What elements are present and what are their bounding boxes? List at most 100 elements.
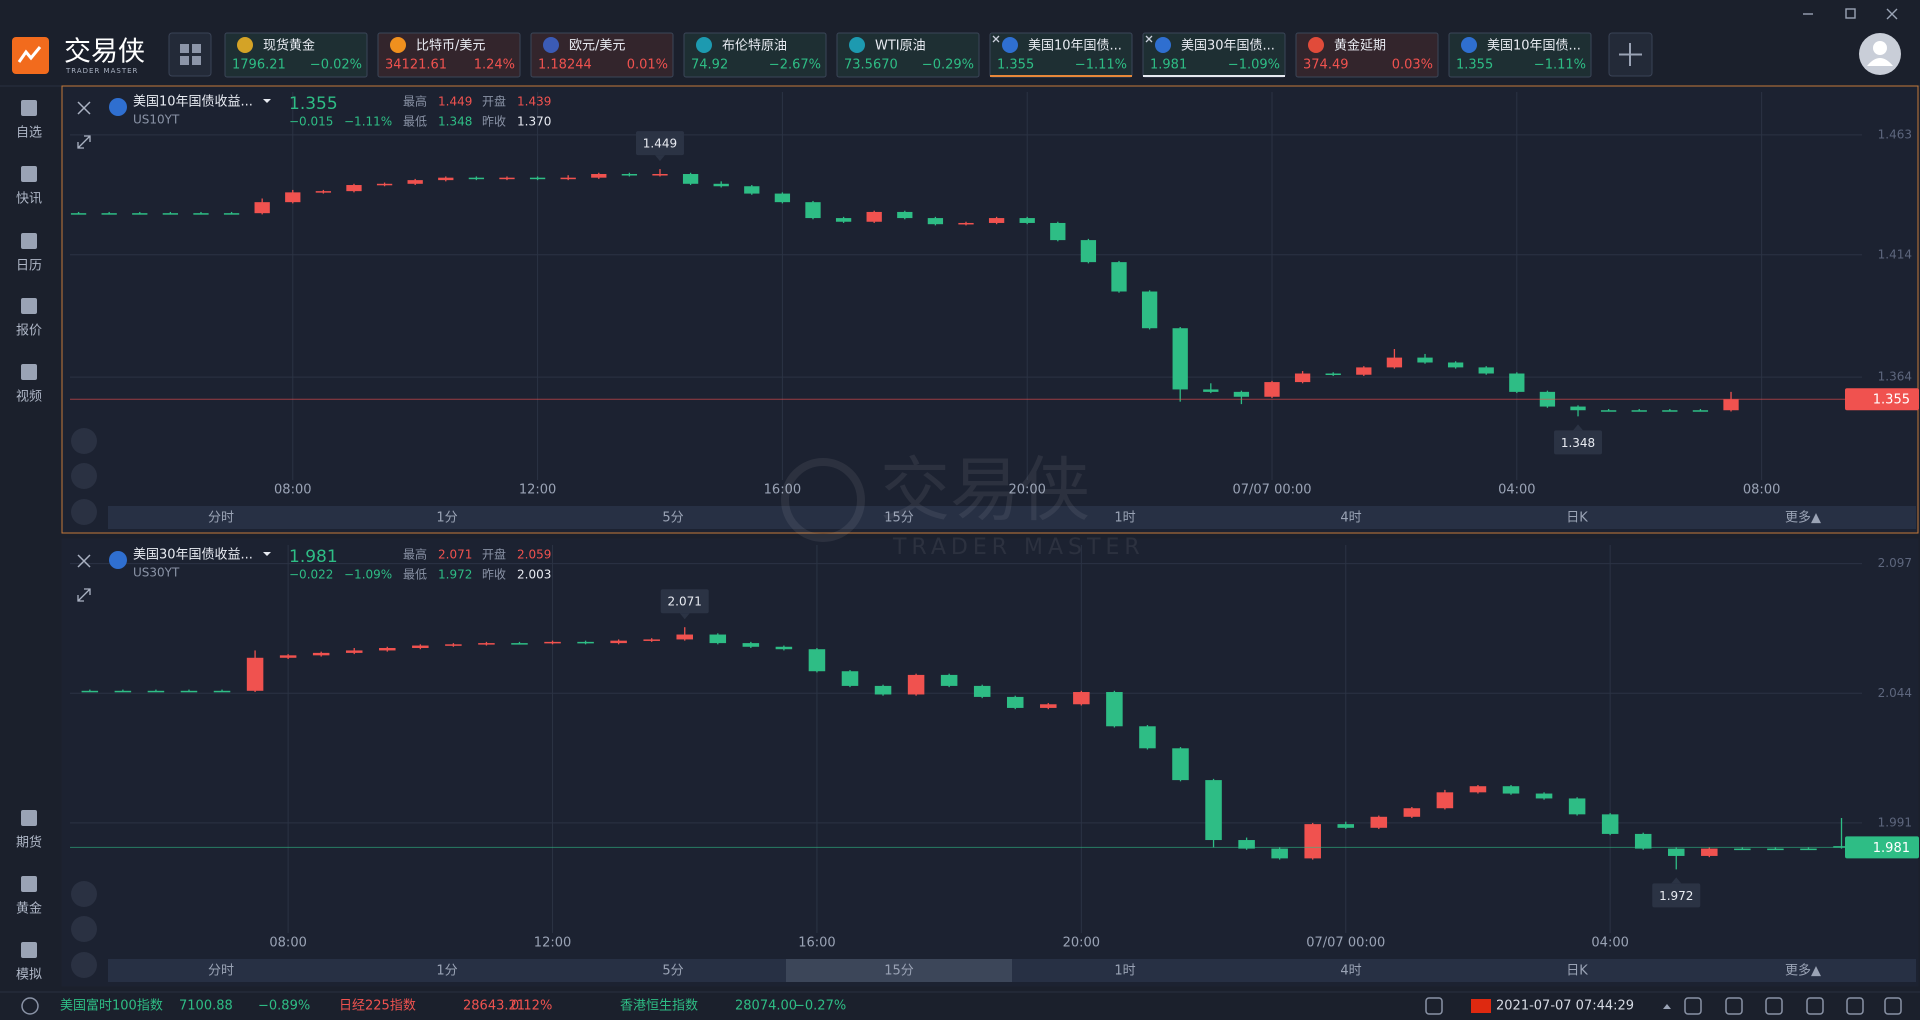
ticker-price: 73.5670: [844, 58, 898, 73]
sidebar-label[interactable]: 期货: [16, 835, 42, 851]
timeframe-tab[interactable]: 15分: [884, 964, 914, 979]
sidebar-label[interactable]: 黄金: [16, 901, 42, 917]
timeframe-tab[interactable]: 更多▲: [1785, 963, 1821, 979]
drawing-tool[interactable]: [71, 952, 97, 978]
candle-body: [610, 640, 627, 644]
x-tick-label: 16:00: [798, 936, 835, 951]
ticker-card[interactable]: [836, 32, 980, 78]
chart-title[interactable]: 美国30年国债收益...: [133, 548, 253, 563]
sidebar-icon[interactable]: [21, 942, 37, 958]
chart-close[interactable]: [77, 101, 91, 115]
sidebar-label[interactable]: 快讯: [16, 192, 42, 207]
ticker-card[interactable]: [224, 32, 368, 78]
candle-body: [1601, 814, 1619, 834]
timeframe-tab[interactable]: 更多▲: [1785, 510, 1821, 526]
stat-label: 最高: [403, 94, 427, 109]
candle-body: [1238, 840, 1255, 849]
drawing-tool[interactable]: [71, 463, 97, 489]
timeframe-tab[interactable]: 分时: [208, 511, 234, 526]
sidebar-icon[interactable]: [21, 364, 37, 380]
timeframe-tab[interactable]: 15分: [884, 511, 914, 526]
chart-expand[interactable]: [77, 588, 91, 602]
ticker-name: 美国10年国债...: [1487, 39, 1581, 54]
layout-icon: [192, 56, 201, 65]
sidebar-label[interactable]: 日历: [16, 259, 42, 274]
chart-close[interactable]: [77, 554, 91, 568]
candle-body: [81, 690, 99, 693]
support-icon[interactable]: [21, 997, 39, 1015]
y-tick-label: 1.364: [1878, 370, 1912, 384]
drawing-tool[interactable]: [71, 881, 97, 907]
ticker-card[interactable]: [683, 32, 827, 78]
timeframe-tab[interactable]: 分时: [208, 964, 234, 979]
drawing-tool[interactable]: [71, 499, 97, 525]
candle-body: [1040, 704, 1057, 708]
index-name[interactable]: 美国富时100指数: [60, 998, 163, 1014]
sidebar-icon[interactable]: [21, 298, 37, 314]
candle-body: [193, 213, 209, 215]
timeframe-tab[interactable]: 4时: [1340, 511, 1361, 526]
sidebar-icon[interactable]: [21, 100, 37, 116]
sidebar-label[interactable]: 自选: [16, 126, 42, 141]
chart-price: 1.981: [289, 547, 338, 567]
candle-body: [412, 645, 429, 648]
status-icon[interactable]: [1425, 997, 1443, 1015]
stat-label: 最低: [403, 115, 427, 129]
status-icon[interactable]: [1884, 997, 1902, 1015]
candle-body: [927, 218, 944, 225]
timeframe-tab[interactable]: 1时: [1114, 511, 1135, 526]
dropdown-icon[interactable]: [1663, 1004, 1671, 1009]
status-icon[interactable]: [1765, 997, 1783, 1015]
layout-button[interactable]: [168, 32, 212, 77]
ticker-name: 黄金延期: [1334, 38, 1386, 54]
status-icon[interactable]: [1725, 997, 1743, 1015]
index-name[interactable]: 香港恒生指数: [620, 999, 698, 1014]
candle-body: [560, 177, 576, 180]
timeframe-tab[interactable]: 1时: [1114, 964, 1135, 979]
status-icon[interactable]: [1846, 997, 1864, 1015]
drawing-tool[interactable]: [71, 916, 97, 942]
title-dropdown[interactable]: [263, 552, 271, 556]
ticker-change: −2.67%: [769, 58, 821, 73]
sidebar-icon[interactable]: [21, 810, 37, 826]
status-icon[interactable]: [1806, 997, 1824, 1015]
sidebar-icon[interactable]: [21, 166, 37, 182]
timeframe-tab[interactable]: 日K: [1566, 511, 1588, 526]
index-price: 28643.21: [463, 999, 525, 1014]
candle-body: [682, 174, 699, 184]
avatar-body: [1867, 58, 1893, 66]
stat-value: 2.071: [438, 548, 472, 562]
candle-body: [529, 177, 546, 180]
candle-body: [621, 174, 638, 176]
sidebar-icon[interactable]: [21, 233, 37, 249]
ticker-card[interactable]: [530, 32, 674, 78]
y-tick-label: 1.463: [1878, 127, 1912, 141]
chart-title[interactable]: 美国10年国债收益...: [133, 95, 253, 110]
title-dropdown[interactable]: [263, 99, 271, 103]
candle-body: [774, 193, 791, 203]
drawing-tool[interactable]: [71, 428, 97, 454]
status-icon[interactable]: [1684, 997, 1702, 1015]
window-close[interactable]: [1886, 8, 1898, 20]
index-name[interactable]: 日经225指数: [339, 999, 416, 1014]
timeframe-tab[interactable]: 日K: [1566, 964, 1588, 979]
ticker-card[interactable]: [1295, 32, 1439, 78]
stat-value: 1.439: [517, 95, 551, 109]
ticker-change: −0.29%: [922, 58, 974, 73]
ticker-icon: [1308, 37, 1324, 53]
sidebar-label[interactable]: 报价: [16, 324, 42, 339]
ticker-card[interactable]: [1448, 32, 1592, 78]
watermark-icon: [781, 458, 865, 542]
timeframe-tab[interactable]: 5分: [662, 511, 683, 526]
window-maximize[interactable]: [1845, 8, 1856, 19]
timeframe-tab[interactable]: 5分: [662, 964, 683, 979]
timeframe-tab[interactable]: 4时: [1340, 964, 1361, 979]
timeframe-tab[interactable]: 1分: [436, 511, 457, 526]
sidebar-icon[interactable]: [21, 876, 37, 892]
ticker-price: 374.49: [1303, 58, 1349, 73]
sidebar-label[interactable]: 视频: [16, 390, 42, 405]
timeframe-tab[interactable]: 1分: [436, 964, 457, 979]
sidebar-label[interactable]: 模拟: [16, 968, 42, 983]
chart-expand[interactable]: [77, 135, 91, 149]
ticker-card[interactable]: [377, 32, 521, 78]
